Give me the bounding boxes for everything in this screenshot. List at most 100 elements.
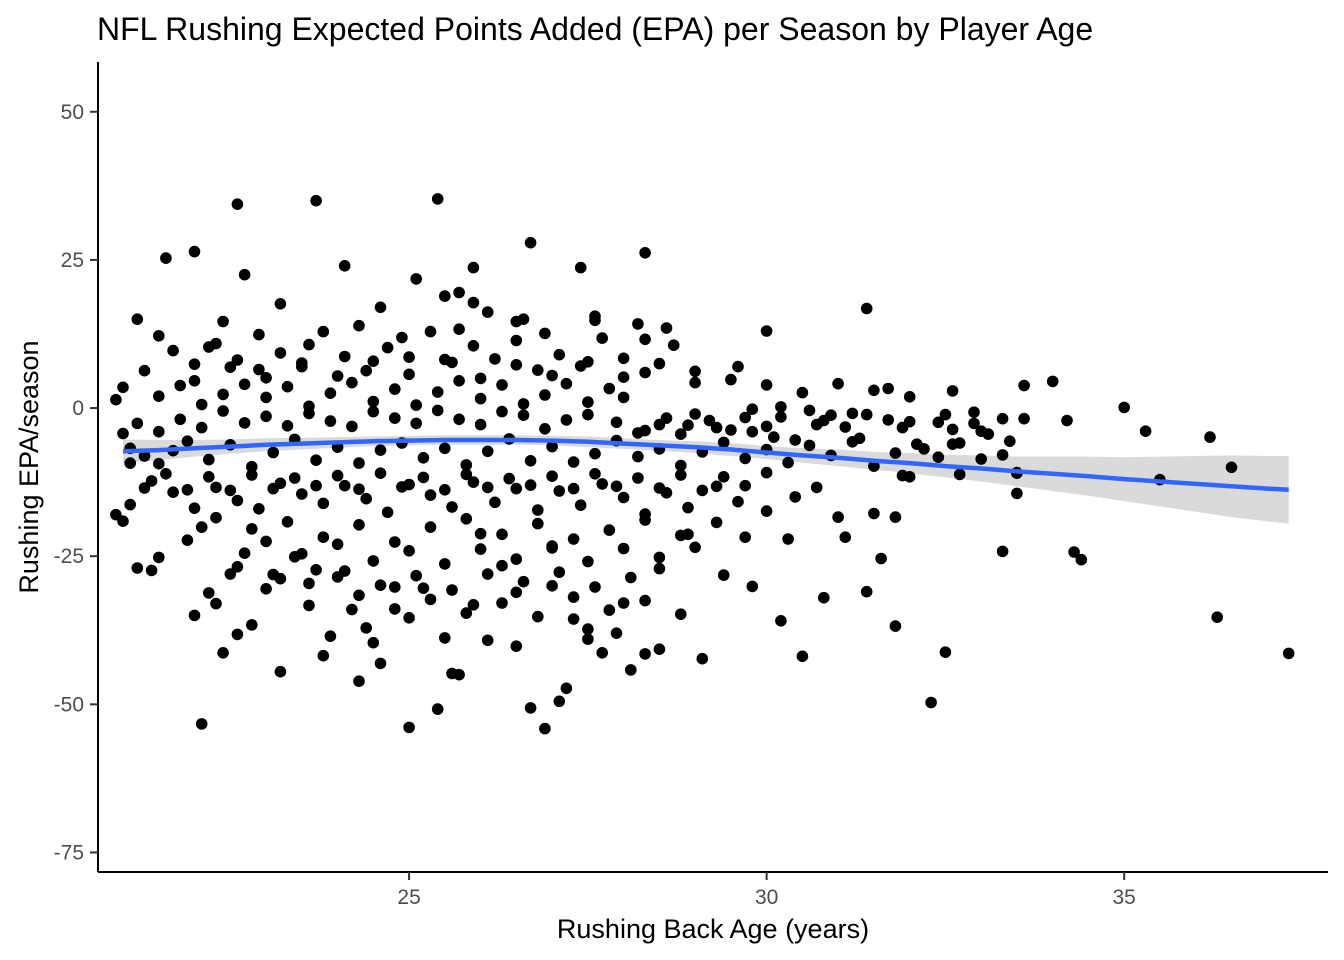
data-point [574,499,587,512]
data-point [875,552,887,565]
data-point [939,408,952,421]
y-axis-title: Rushing EPA/season [14,340,44,593]
data-point [632,318,644,330]
data-point [968,417,980,430]
data-point [1068,546,1080,558]
data-point [653,357,666,370]
data-point [231,198,244,210]
data-point [982,428,995,440]
data-point [424,521,437,533]
data-point [253,328,265,341]
data-point [1118,401,1130,414]
data-point [582,633,594,645]
data-point [131,417,144,430]
data-point [195,718,208,730]
data-point [210,597,222,610]
data-point [460,513,473,525]
data-point [496,405,508,418]
data-point [410,273,423,285]
data-point [310,454,322,467]
data-point [303,338,315,351]
data-point [882,382,894,395]
data-point [775,615,787,627]
data-point [303,400,315,413]
data-point [446,584,458,596]
data-point [231,628,244,641]
data-point [374,467,387,480]
data-point [675,459,687,472]
data-point [338,479,351,492]
data-point [632,472,644,484]
data-point [717,436,730,449]
data-point [474,372,487,385]
data-point [360,364,373,377]
data-point [153,390,165,403]
data-point [374,301,387,314]
data-point [389,603,401,615]
data-point [360,492,373,505]
data-point [481,445,494,458]
data-point [360,622,373,634]
data-point [532,610,544,623]
data-point [775,401,787,413]
data-point [403,545,415,557]
data-point [439,290,451,302]
data-point [632,450,644,463]
smooth-line-layer [122,437,1289,493]
data-point [296,548,308,560]
data-point [503,472,515,485]
data-point [539,423,551,435]
data-point [246,460,258,473]
data-point [603,604,616,616]
confidence-band-layer [123,435,1289,524]
data-point [446,501,458,513]
data-point [517,575,530,588]
data-point [117,515,129,527]
data-point [231,494,244,507]
data-point [832,377,844,390]
data-point [210,511,222,524]
data-point [567,533,580,545]
data-point [546,369,558,382]
data-point [596,478,608,490]
data-point [203,471,215,483]
data-point [689,376,701,389]
data-point [467,476,480,488]
data-point [324,387,337,400]
data-point [953,468,966,481]
data-point [717,569,730,581]
data-point [424,489,437,501]
data-point [582,356,594,368]
data-point [996,449,1009,461]
data-point [260,535,272,548]
data-point [396,481,408,493]
data-point [760,505,773,517]
data-point [153,551,165,564]
data-point [710,480,723,493]
data-point [903,391,916,403]
data-point [653,551,666,564]
data-point [739,531,751,543]
data-point [968,406,980,419]
data-point [746,403,759,416]
data-point [431,703,444,715]
data-point [410,399,423,411]
data-point [553,566,566,578]
data-point [567,456,580,468]
data-point [617,491,630,504]
data-point [1282,647,1295,660]
data-point [553,695,566,708]
data-point [732,360,744,373]
smooth-line [122,437,1289,493]
y-tick-label: 25 [61,249,84,272]
data-point [274,665,287,678]
data-point [174,379,186,392]
data-point [453,413,465,426]
data-point [403,368,415,381]
data-point [524,479,537,491]
data-point [610,480,623,493]
data-point [474,543,487,555]
data-point [567,591,580,603]
data-point [567,613,580,625]
data-point [138,364,151,377]
